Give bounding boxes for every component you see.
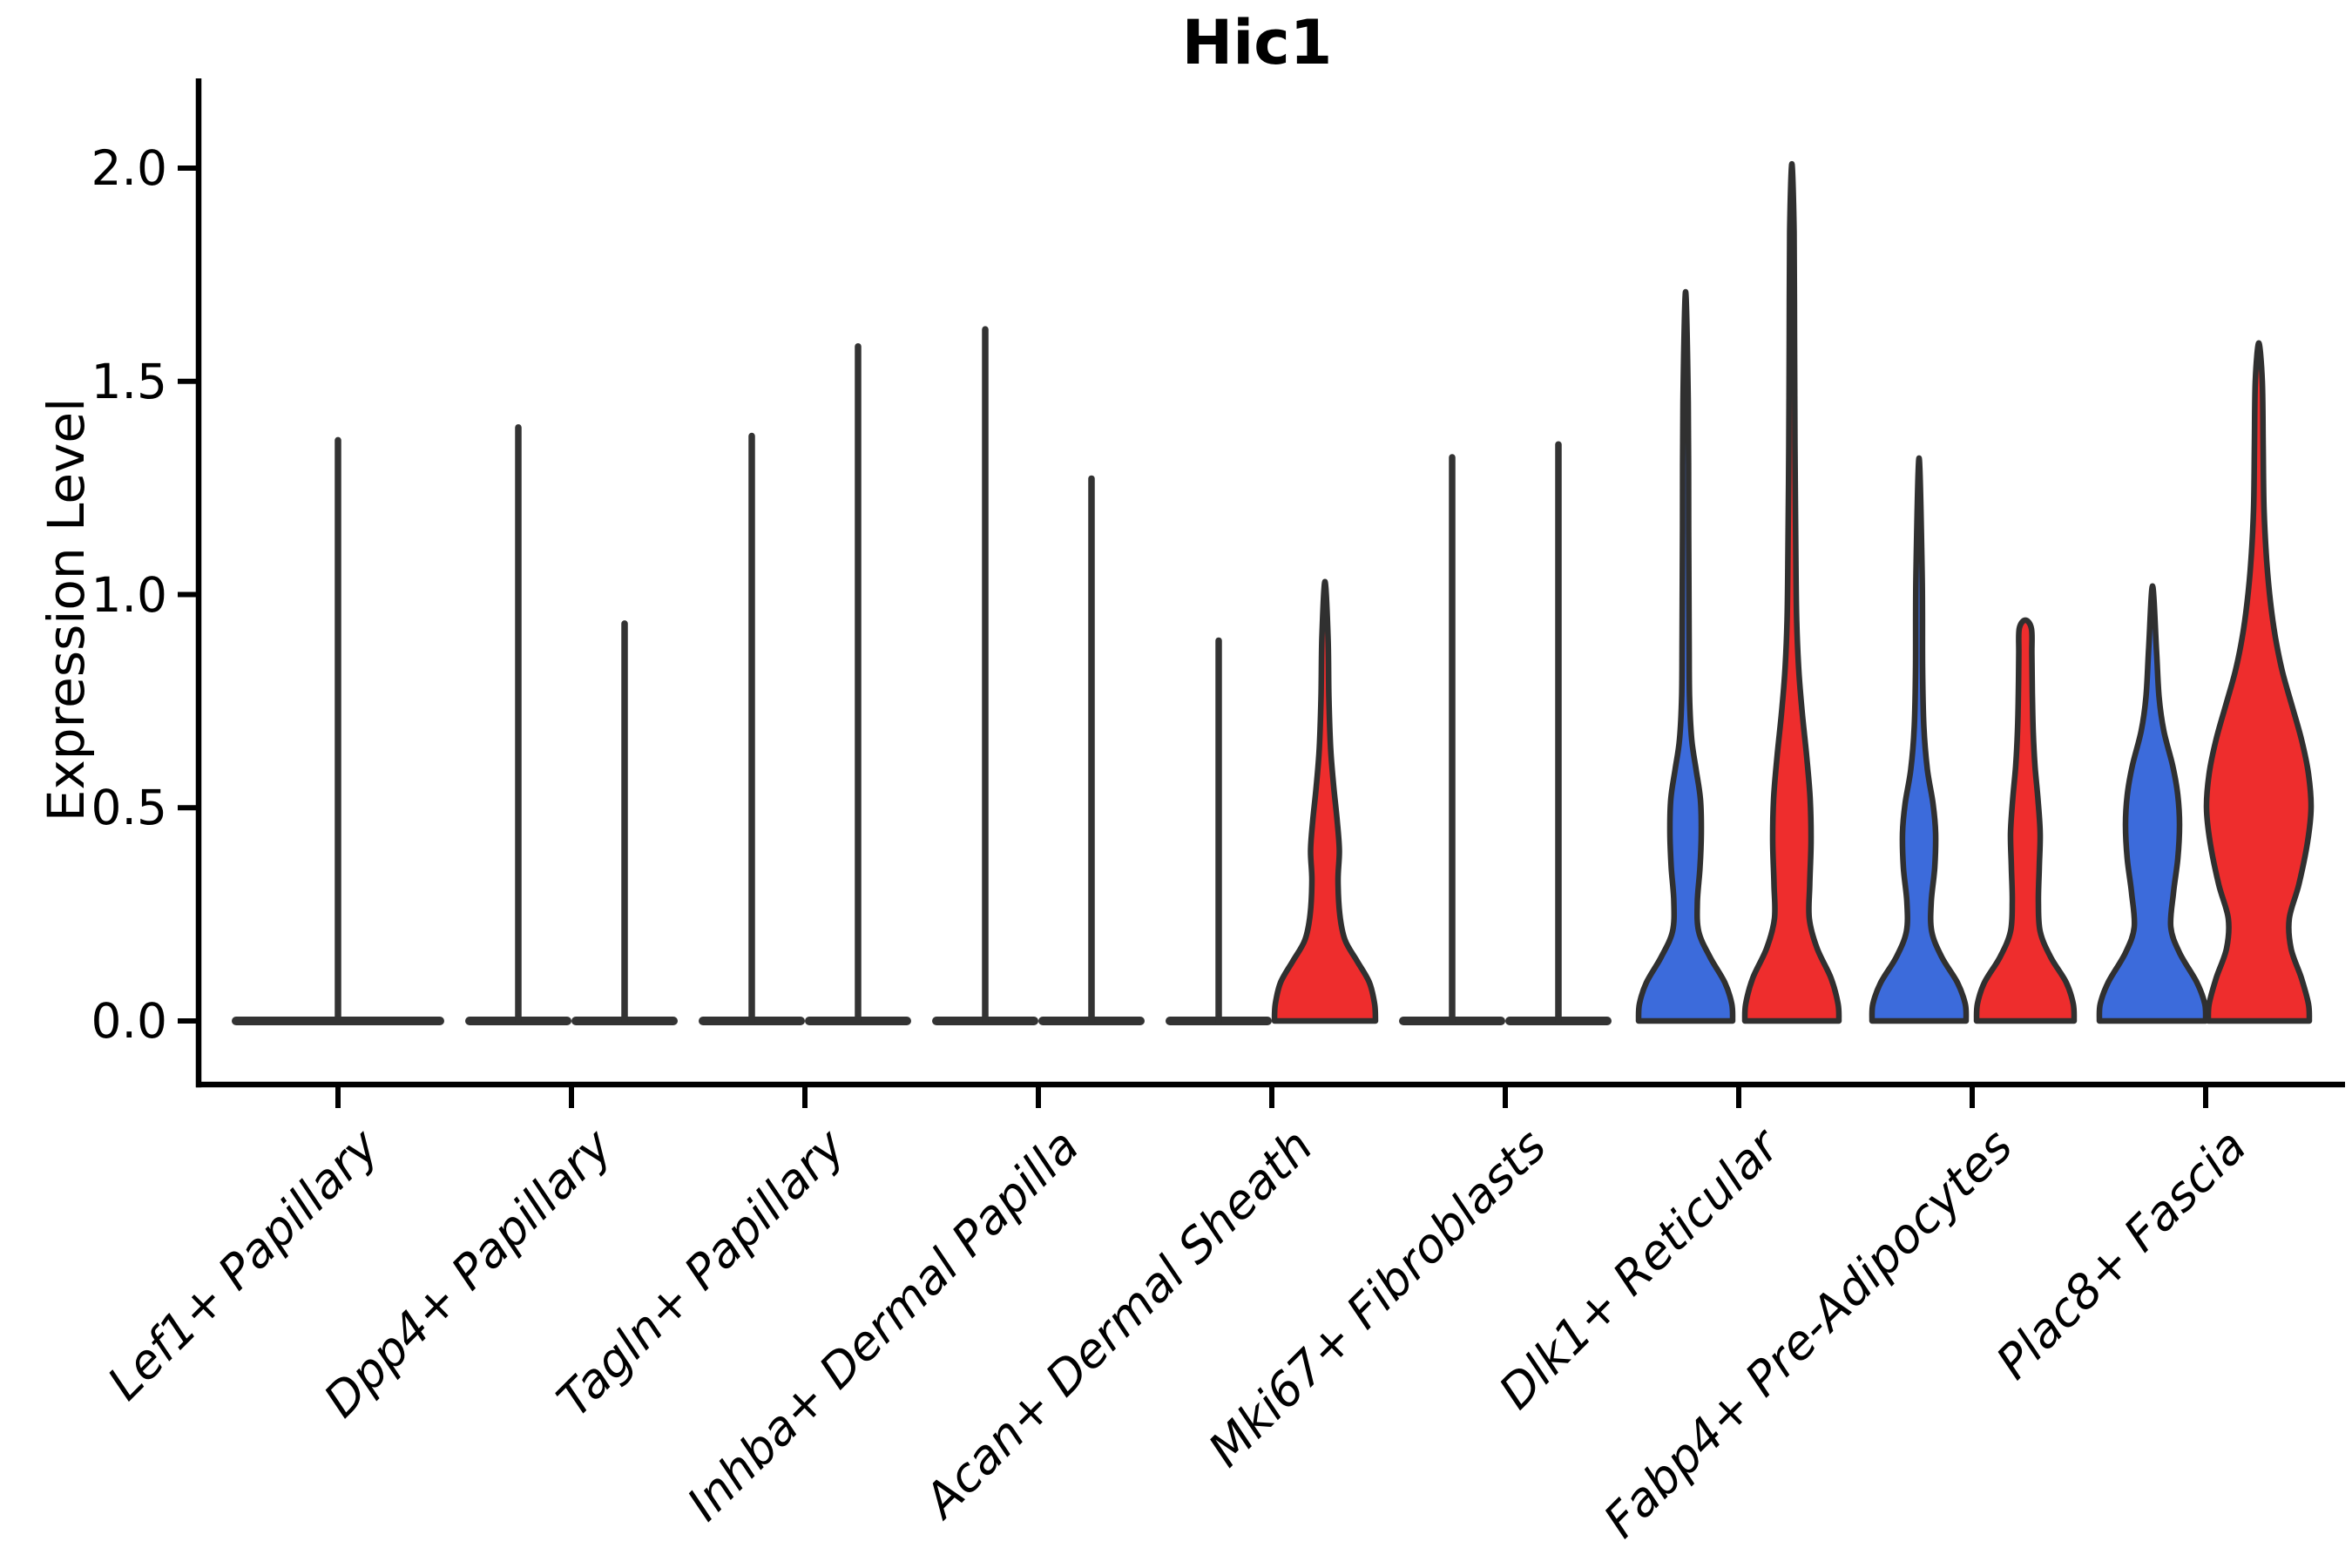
- ytick-label-0.5: 0.5: [91, 780, 167, 836]
- chart-title: Hic1: [1181, 7, 1333, 78]
- ytick-label-2.0: 2.0: [91, 140, 167, 196]
- ytick-label-1.0: 1.0: [91, 566, 167, 623]
- violin-fabp4-pre-adipocytes-left-blue: [1869, 455, 1970, 1024]
- violin-dlk1-reticular-left-blue: [1635, 288, 1736, 1024]
- ytick-label-0.0: 0.0: [91, 993, 167, 1049]
- violin-dlk1-reticular-right-red: [1741, 160, 1842, 1024]
- y-axis-label: Expression Level: [37, 397, 96, 822]
- violin-plac8-fascia-left-blue: [2096, 583, 2209, 1024]
- violin-acan-dermal-sheath-right-red: [1271, 578, 1379, 1024]
- ytick-label-1.5: 1.5: [91, 353, 167, 409]
- violin-fabp4-pre-adipocytes-right-red: [1973, 617, 2078, 1024]
- violin-plac8-fascia-right-red: [2203, 340, 2315, 1024]
